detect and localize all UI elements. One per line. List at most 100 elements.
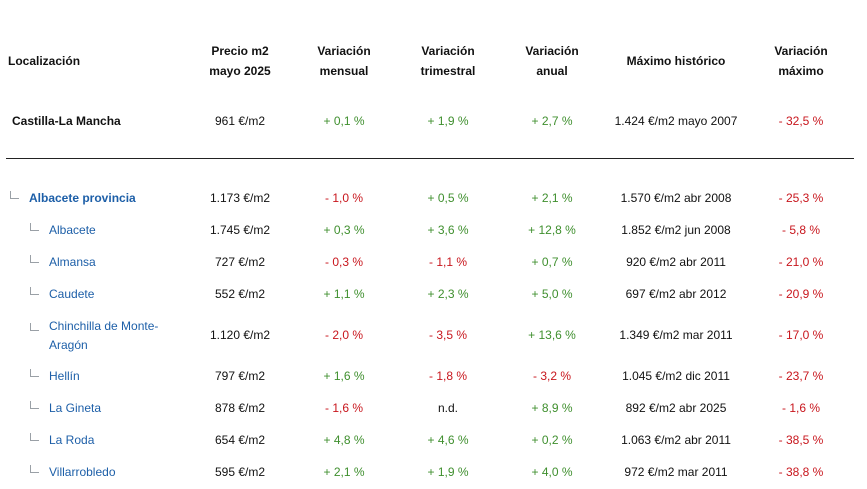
row-max-var: - 23,7 % — [778, 369, 824, 383]
region-monthly: + 0,1 % — [323, 114, 365, 129]
row-monthly: - 1,0 % — [324, 191, 363, 205]
row-quarterly: - 1,1 % — [428, 255, 467, 269]
header-row: Localización Precio m2 mayo 2025 Variació… — [6, 36, 854, 86]
row-monthly: + 1,1 % — [323, 287, 365, 301]
header-max: Máximo histórico — [626, 54, 726, 68]
location-link[interactable]: La Gineta — [49, 401, 102, 415]
location-link[interactable]: Almansa — [49, 255, 96, 269]
row-quarterly: + 1,9 % — [427, 465, 469, 479]
tree-branch-icon — [30, 369, 39, 377]
table-row: Albacete 1.745 €/m2 + 0,3 % + 3,6 % + 12… — [6, 215, 854, 247]
header-monthly: Variación mensual — [317, 44, 371, 78]
location-link[interactable]: Hellín — [49, 369, 80, 383]
location-link[interactable]: Chinchilla de Monte- Aragón — [49, 318, 159, 352]
row-monthly: + 1,6 % — [323, 369, 365, 383]
region-name: Castilla-La Mancha — [12, 114, 121, 129]
table-row: Albacete provincia 1.173 €/m2 - 1,0 % + … — [6, 159, 854, 215]
row-price: 797 €/m2 — [214, 369, 266, 383]
header-quarterly: Variación trimestral — [420, 44, 476, 78]
row-location: La Roda — [6, 425, 188, 457]
divider — [6, 157, 854, 159]
tree-branch-icon — [30, 433, 39, 441]
table-row: Chinchilla de Monte- Aragón 1.120 €/m2 - … — [6, 311, 854, 361]
location-link[interactable]: La Roda — [49, 433, 95, 447]
row-location: Chinchilla de Monte- Aragón — [6, 311, 188, 361]
row-max: 892 €/m2 abr 2025 — [625, 401, 727, 415]
row-price: 654 €/m2 — [214, 433, 266, 447]
row-max: 697 €/m2 abr 2012 — [625, 287, 727, 301]
row-quarterly: - 1,8 % — [428, 369, 467, 383]
table-row: Caudete 552 €/m2 + 1,1 % + 2,3 % + 5,0 %… — [6, 279, 854, 311]
tree-branch-icon — [30, 287, 39, 295]
row-price: 552 €/m2 — [214, 287, 266, 301]
location-link[interactable]: Albacete — [49, 223, 96, 237]
row-max: 1.570 €/m2 abr 2008 — [620, 191, 732, 205]
table-row: Hellín 797 €/m2 + 1,6 % - 1,8 % - 3,2 % … — [6, 361, 854, 393]
row-max: 1.063 €/m2 abr 2011 — [621, 433, 731, 447]
region-max: 1.424 €/m2 mayo 2007 — [614, 114, 738, 129]
header-location: Localización — [8, 54, 81, 68]
row-location: La Gineta — [6, 393, 188, 425]
row-location: Villarrobledo — [6, 457, 188, 489]
row-monthly: - 1,6 % — [324, 401, 363, 415]
row-price: 1.120 €/m2 — [209, 328, 271, 342]
row-price: 595 €/m2 — [214, 465, 266, 479]
row-max-var: - 38,8 % — [778, 465, 824, 479]
row-price: 1.745 €/m2 — [209, 223, 271, 237]
row-location: Hellín — [6, 361, 188, 393]
row-max-var: - 38,5 % — [778, 433, 824, 447]
row-annual: + 13,6 % — [528, 328, 576, 342]
header-price: Precio m2 mayo 2025 — [209, 44, 271, 78]
row-price: 1.173 €/m2 — [209, 191, 271, 205]
tree-branch-icon — [30, 465, 39, 473]
row-monthly: - 2,0 % — [324, 328, 363, 342]
row-max-var: - 20,9 % — [778, 287, 824, 301]
row-max-var: - 25,3 % — [778, 191, 824, 205]
row-max: 972 €/m2 mar 2011 — [624, 465, 728, 479]
price-table: Localización Precio m2 mayo 2025 Variació… — [6, 36, 854, 489]
row-monthly: - 0,3 % — [324, 255, 363, 269]
row-max-var: - 17,0 % — [778, 328, 824, 342]
tree-branch-icon — [30, 322, 39, 331]
row-max-var: - 1,6 % — [781, 401, 820, 415]
table-row: Almansa 727 €/m2 - 0,3 % - 1,1 % + 0,7 %… — [6, 247, 854, 279]
region-row: Castilla-La Mancha 961 €/m2 + 0,1 % + 1,… — [6, 86, 854, 158]
row-quarterly: + 2,3 % — [427, 287, 469, 301]
table-row: Villarrobledo 595 €/m2 + 2,1 % + 1,9 % +… — [6, 457, 854, 489]
row-quarterly: n.d. — [437, 401, 458, 415]
region-max-var: - 32,5 % — [778, 114, 824, 129]
row-max: 1.349 €/m2 mar 2011 — [619, 328, 733, 342]
row-max-var: - 5,8 % — [781, 223, 820, 237]
row-annual: + 5,0 % — [531, 287, 573, 301]
row-annual: + 0,2 % — [531, 433, 573, 447]
location-link[interactable]: Albacete provincia — [29, 191, 136, 205]
row-annual: + 12,8 % — [528, 223, 576, 237]
row-location: Caudete — [6, 279, 188, 311]
row-monthly: + 0,3 % — [323, 223, 365, 237]
row-location: Albacete — [6, 215, 188, 247]
table-row: La Gineta 878 €/m2 - 1,6 % n.d. + 8,9 % … — [6, 393, 854, 425]
row-monthly: + 2,1 % — [323, 465, 365, 479]
row-max: 1.045 €/m2 dic 2011 — [622, 369, 730, 383]
row-location: Almansa — [6, 247, 188, 279]
location-link[interactable]: Caudete — [49, 287, 95, 301]
row-quarterly: + 3,6 % — [427, 223, 469, 237]
row-max-var: - 21,0 % — [778, 255, 824, 269]
tree-branch-icon — [30, 223, 39, 231]
row-max: 920 €/m2 abr 2011 — [626, 255, 726, 269]
row-quarterly: - 3,5 % — [428, 328, 467, 342]
row-max: 1.852 €/m2 jun 2008 — [621, 223, 731, 237]
row-quarterly: + 4,6 % — [427, 433, 469, 447]
header-max-var: Variación máximo — [774, 44, 828, 78]
row-annual: + 0,7 % — [531, 255, 573, 269]
region-annual: + 2,7 % — [531, 114, 573, 129]
header-annual: Variación anual — [525, 44, 579, 78]
row-annual: + 2,1 % — [531, 191, 573, 205]
row-annual: + 8,9 % — [531, 401, 573, 415]
tree-branch-icon — [30, 401, 39, 409]
row-annual: - 3,2 % — [532, 369, 571, 383]
price-table-container: Localización Precio m2 mayo 2025 Variació… — [6, 44, 854, 479]
row-location: Albacete provincia — [6, 159, 188, 215]
region-quarterly: + 1,9 % — [427, 114, 469, 129]
location-link[interactable]: Villarrobledo — [49, 465, 116, 479]
